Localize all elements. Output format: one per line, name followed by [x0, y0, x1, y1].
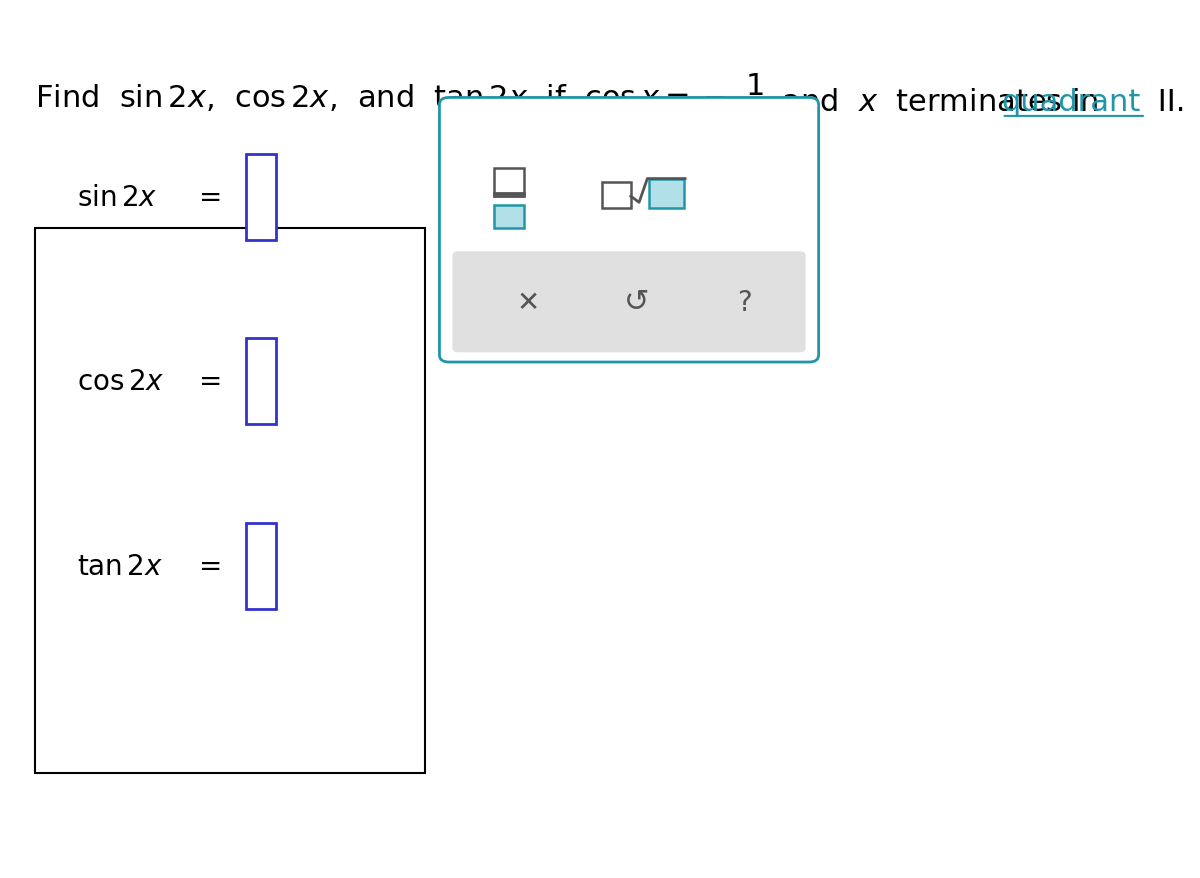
Text: ✕: ✕ — [516, 289, 540, 316]
FancyBboxPatch shape — [493, 169, 524, 195]
FancyBboxPatch shape — [439, 98, 818, 363]
FancyBboxPatch shape — [648, 180, 684, 209]
FancyBboxPatch shape — [452, 252, 805, 353]
Text: Find  $\sin 2x$,  $\cos 2x$,  and  $\tan 2x$  if  $\cos x = -\dfrac{1}{\sqrt{5}}: Find $\sin 2x$, $\cos 2x$, and $\tan 2x$… — [36, 72, 780, 139]
FancyBboxPatch shape — [493, 205, 524, 228]
Text: ?: ? — [737, 289, 751, 316]
FancyBboxPatch shape — [602, 183, 631, 209]
FancyBboxPatch shape — [36, 228, 425, 773]
FancyBboxPatch shape — [246, 339, 276, 425]
Text: and  $x$  terminates in: and $x$ terminates in — [762, 89, 1111, 117]
Text: $\sin 2x$: $\sin 2x$ — [77, 184, 157, 212]
Text: =: = — [198, 184, 222, 212]
Text: II.: II. — [1148, 89, 1186, 117]
Text: quadrant: quadrant — [1002, 89, 1141, 117]
FancyBboxPatch shape — [246, 523, 276, 609]
Text: =: = — [198, 552, 222, 580]
Text: $\cos 2x$: $\cos 2x$ — [77, 368, 164, 396]
Text: ↺: ↺ — [624, 288, 649, 317]
Text: $\tan 2x$: $\tan 2x$ — [77, 552, 163, 580]
Text: =: = — [198, 368, 222, 396]
FancyBboxPatch shape — [246, 155, 276, 241]
